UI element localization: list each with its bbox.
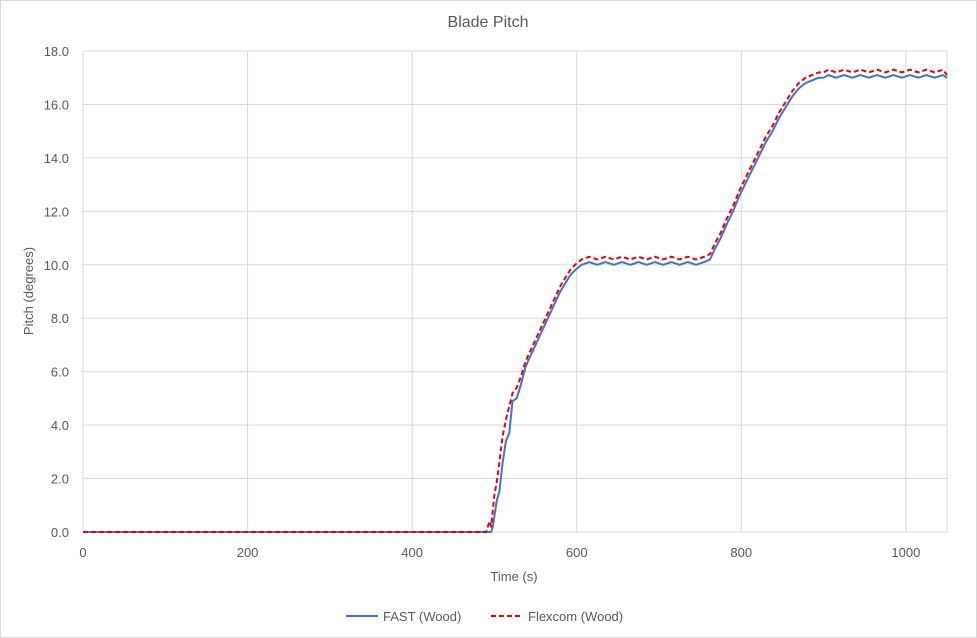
chart-title: Blade Pitch — [448, 14, 529, 31]
y-tick-label: 14.0 — [44, 151, 69, 166]
y-tick-label: 16.0 — [44, 97, 69, 112]
series-lines — [83, 68, 948, 533]
y-tick-label: 12.0 — [44, 204, 69, 219]
y-tick-label: 8.0 — [51, 311, 69, 326]
y-tick-label: 18.0 — [44, 44, 69, 59]
x-tick-label: 1000 — [891, 545, 920, 560]
legend-label: Flexcom (Wood) — [528, 609, 623, 624]
series-line-fast — [83, 74, 948, 533]
x-tick-label: 400 — [401, 545, 423, 560]
x-tick-label: 0 — [79, 545, 86, 560]
series-line-flexcom — [83, 68, 948, 533]
y-tick-labels: 0.0 2.0 4.0 6.0 8.0 10.0 12.0 14.0 16.0 18.0 — [44, 44, 69, 540]
y-tick-label: 6.0 — [51, 365, 69, 380]
y-tick-label: 4.0 — [51, 418, 69, 433]
x-tick-labels: 0 200 400 600 800 1000 — [79, 545, 920, 560]
x-tick-label: 200 — [237, 545, 259, 560]
x-tick-label: 600 — [566, 545, 588, 560]
y-tick-label: 0.0 — [51, 525, 69, 540]
x-tick-label: 800 — [730, 545, 752, 560]
legend-label: FAST (Wood) — [383, 609, 461, 624]
legend: FAST (Wood) Flexcom (Wood) — [346, 609, 623, 624]
y-tick-label: 2.0 — [51, 472, 69, 487]
y-tick-label: 10.0 — [44, 258, 69, 273]
gridlines — [82, 50, 948, 533]
y-axis-label: Pitch (degrees) — [21, 247, 36, 335]
x-axis-label: Time (s) — [490, 569, 537, 584]
